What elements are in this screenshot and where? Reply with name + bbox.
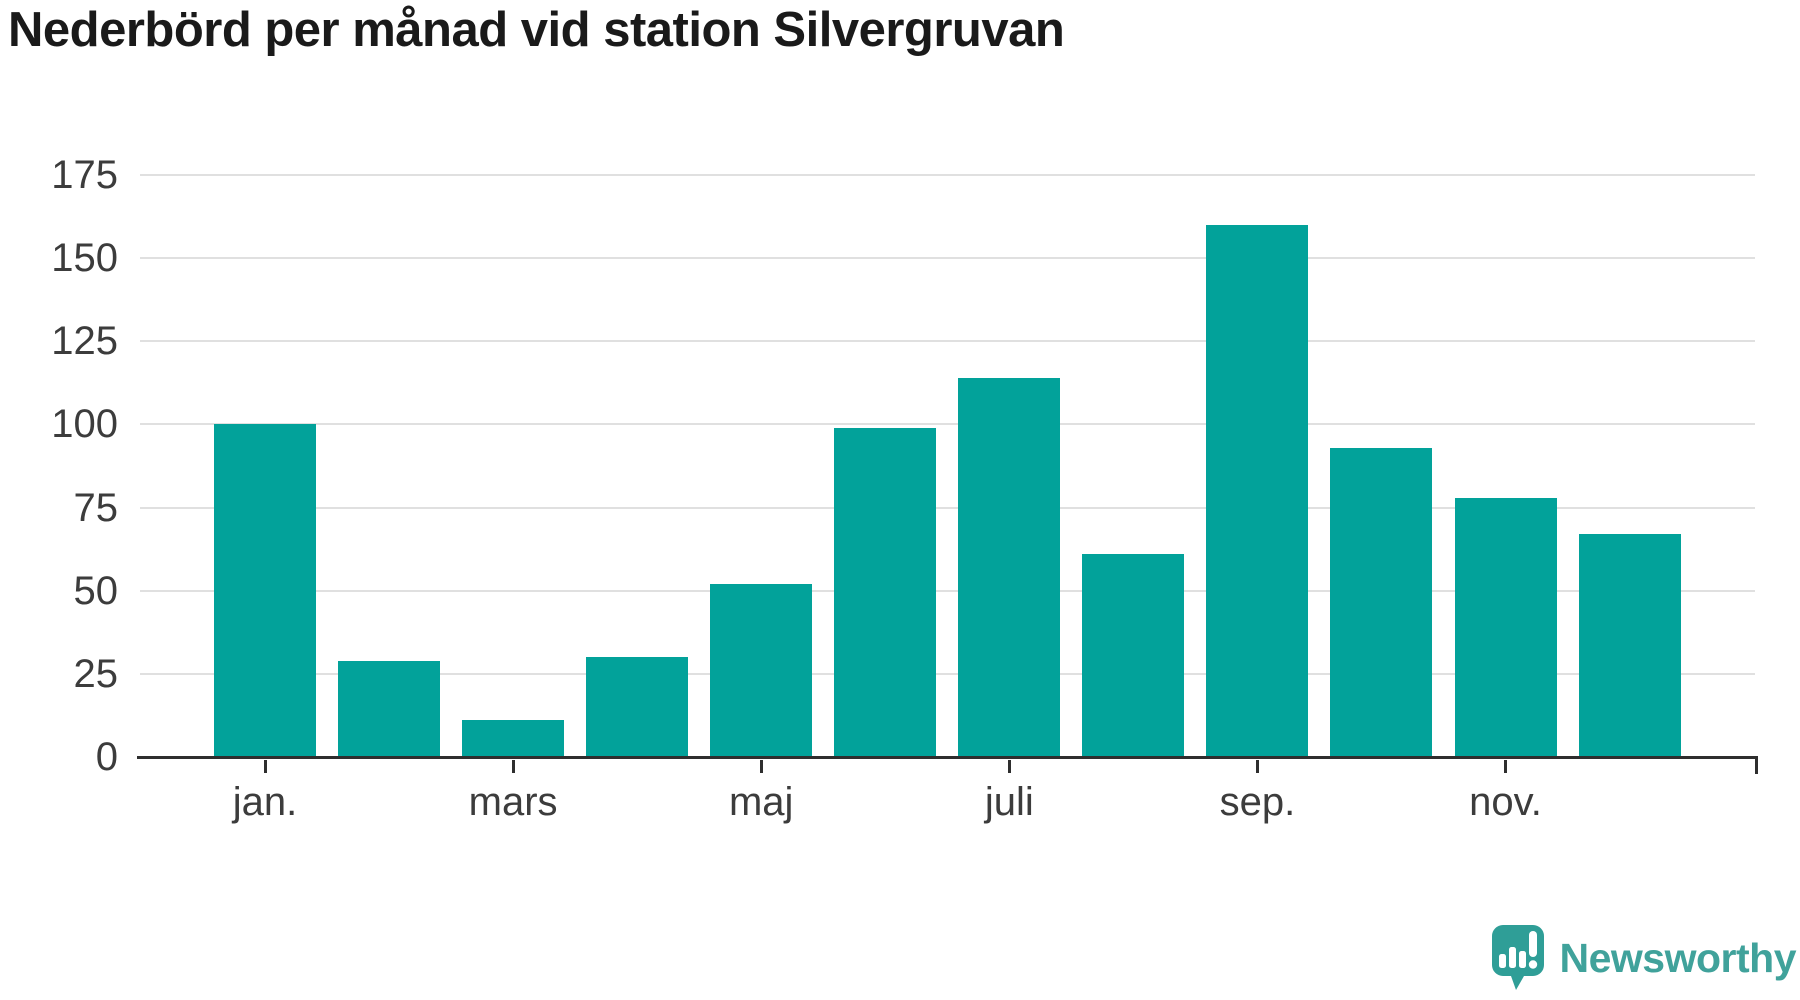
x-tick-nov. <box>1504 760 1507 773</box>
y-tick-label-100: 100 <box>51 402 118 447</box>
y-tick-label-175: 175 <box>51 153 118 197</box>
x-tick-label-jan.: jan. <box>232 780 298 824</box>
gridline-50 <box>140 589 1755 592</box>
gridline-25 <box>140 672 1755 675</box>
x-tick-label-sep.: sep. <box>1219 780 1296 824</box>
y-tick-label-150: 150 <box>51 236 118 281</box>
bar-feb. <box>338 660 441 757</box>
x-tick-label-mars: mars <box>468 780 558 824</box>
x-tick-jan. <box>263 760 267 773</box>
x-tick-label-juli: juli <box>984 780 1034 824</box>
chart-title: Nederbörd per månad vid station Silvergr… <box>8 3 1065 57</box>
bar-mars <box>462 720 565 757</box>
x-axis-line <box>137 756 1758 759</box>
plot-area: jan. mars maj juli sep. nov. <box>137 174 1758 824</box>
newsworthy-logo-text: Newsworthy <box>1559 935 1797 981</box>
gridline-125 <box>140 340 1755 343</box>
bar-sep. <box>1206 224 1309 757</box>
x-tick-mars <box>511 760 515 773</box>
newsworthy-chart-bubble-icon <box>1491 925 1544 990</box>
x-tick-label-maj: maj <box>728 780 794 824</box>
gridline-75 <box>140 506 1755 509</box>
y-tick-label-0: 0 <box>95 735 118 779</box>
x-tick-juli <box>1007 760 1011 773</box>
x-tick-sep. <box>1255 760 1259 773</box>
bar-jan. <box>214 424 316 757</box>
gridline-175 <box>140 174 1755 176</box>
bar-aug. <box>1082 554 1185 757</box>
x-tick-maj <box>759 760 763 773</box>
x-axis-endcap <box>1755 758 1758 774</box>
bar-maj <box>710 584 813 757</box>
y-tick-label-25: 25 <box>73 651 119 696</box>
bar-dec. <box>1578 534 1681 757</box>
gridline-150 <box>140 257 1755 260</box>
y-tick-label-50: 50 <box>73 568 119 613</box>
gridline-100 <box>140 423 1755 426</box>
bar-apr. <box>586 657 689 757</box>
bar-okt. <box>1330 447 1433 757</box>
newsworthy-logo[interactable]: Newsworthy <box>1491 924 1797 994</box>
bar-nov. <box>1454 497 1557 757</box>
bar-juni <box>834 427 937 757</box>
y-tick-label-75: 75 <box>73 485 119 530</box>
x-tick-label-nov.: nov. <box>1469 780 1542 824</box>
bar-juli <box>958 377 1061 757</box>
y-axis-labels: 0 25 50 75 100 125 150 175 <box>0 154 119 778</box>
y-tick-label-125: 125 <box>51 319 118 364</box>
